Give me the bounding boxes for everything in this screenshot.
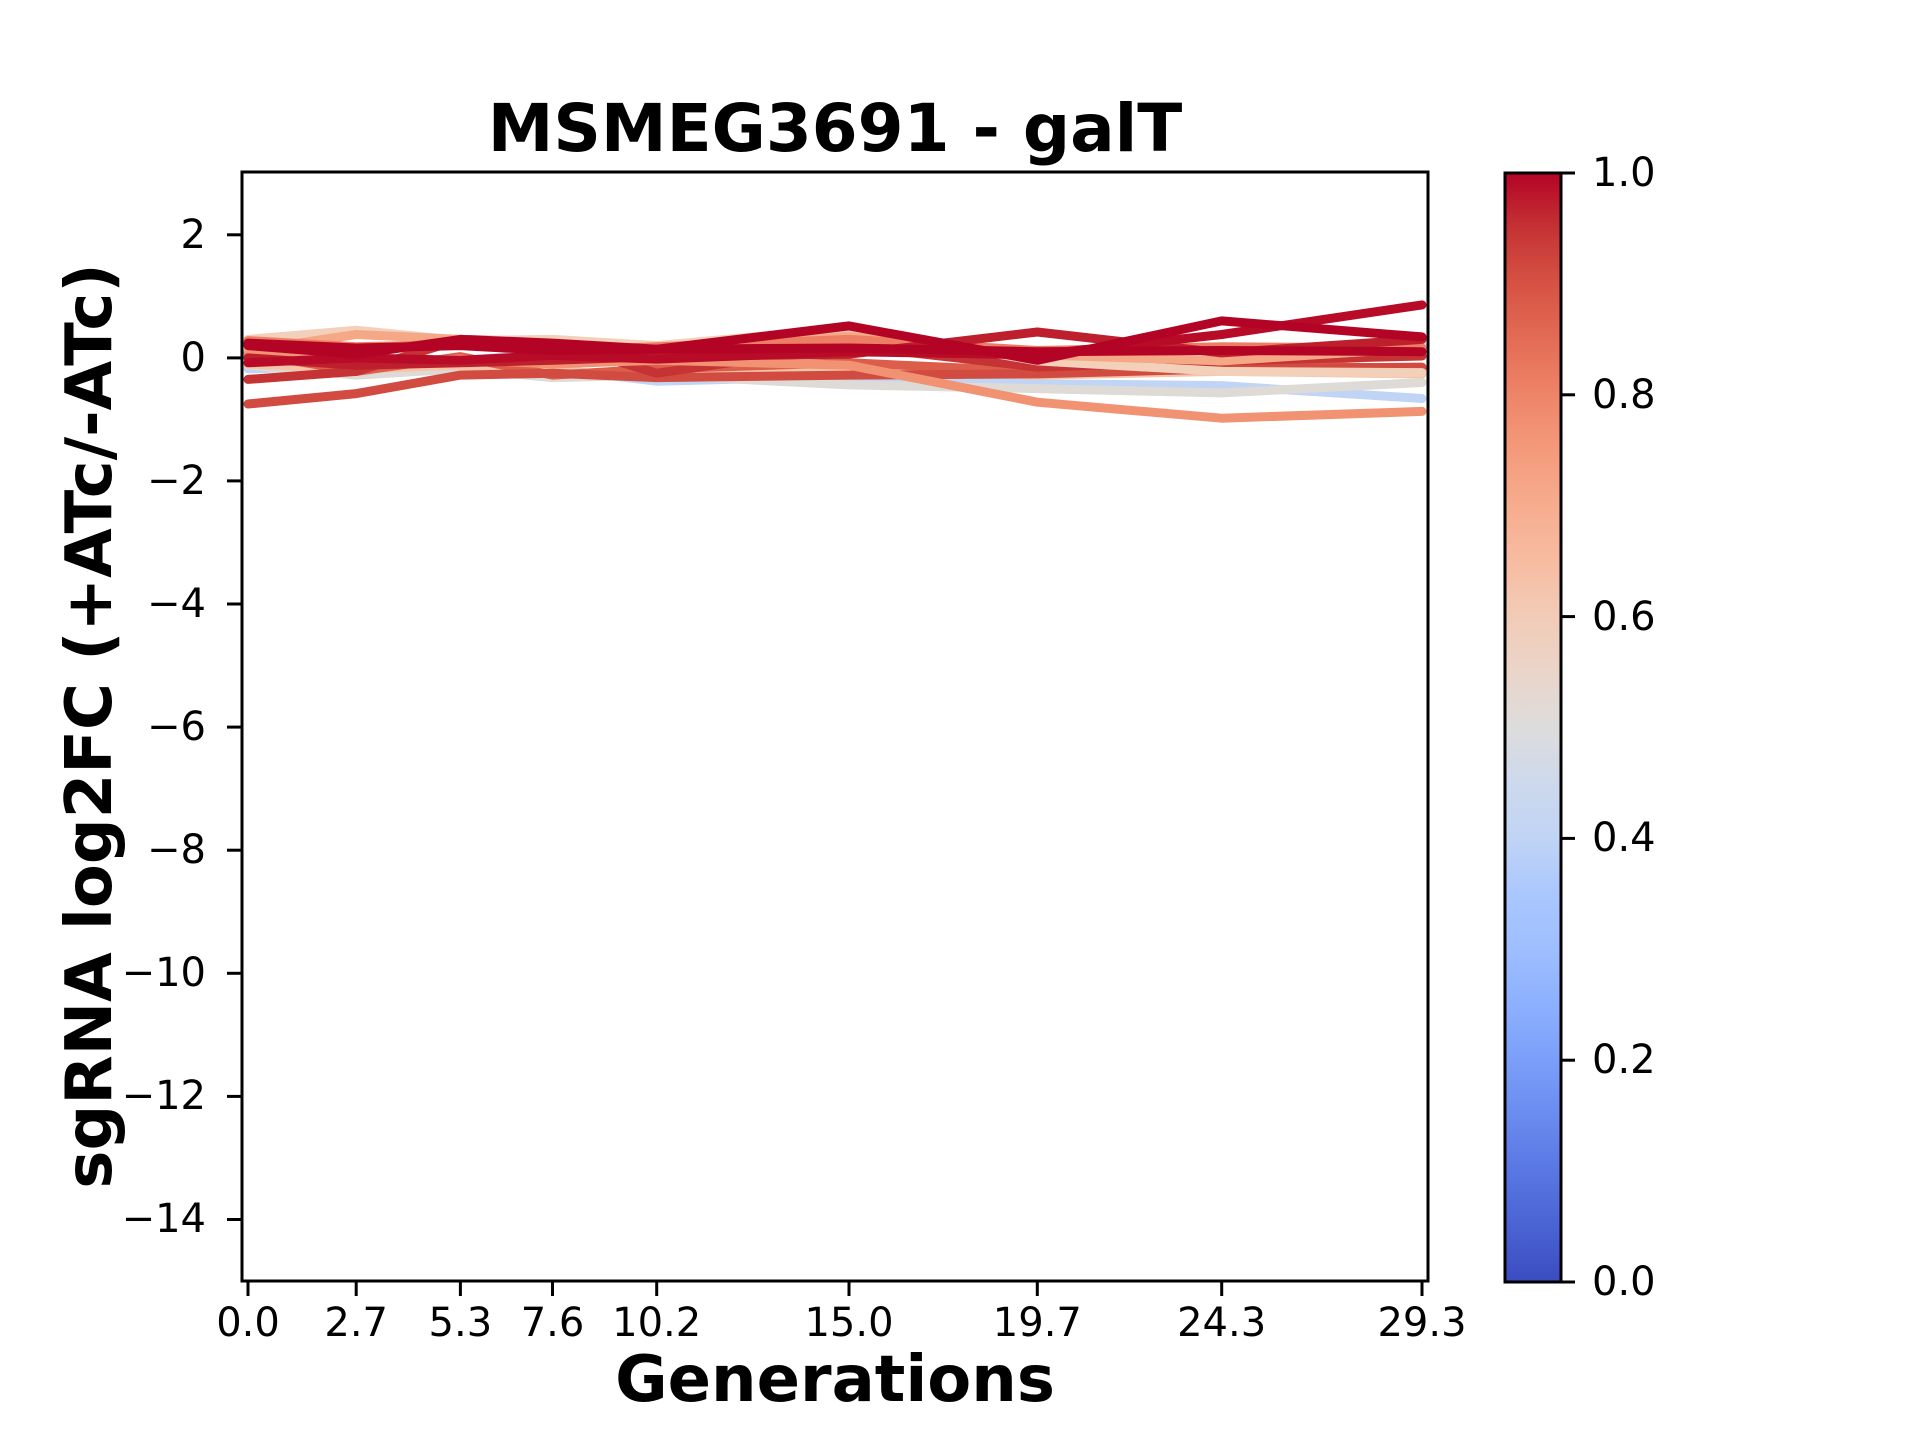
y-tick-label: −8 [147,827,206,874]
x-tick-label: 7.6 [520,1300,585,1346]
x-axis-label: Generations [615,1343,1055,1417]
colorbar-tick-label: 0.6 [1592,593,1656,640]
y-tick-label: −4 [147,581,206,628]
colorbar-tick-label: 0.4 [1592,815,1656,862]
x-tick-label: 0.0 [216,1300,280,1346]
series-line [243,316,1427,365]
axes-border [240,170,1430,1283]
colorbar-border [1503,171,1563,1284]
x-tick-label: 5.3 [428,1300,493,1346]
tick-group [227,233,1424,1296]
colorbar-tick-label: 0.8 [1592,371,1656,418]
colorbar-tick-label: 1.0 [1592,150,1656,196]
y-tick-label: 2 [180,211,206,258]
x-tick-label: 15.0 [804,1300,894,1346]
x-tick-label: 29.3 [1377,1300,1467,1346]
plot-title: MSMEG3691 - galT [487,90,1183,167]
y-tick-label: −10 [121,950,206,997]
y-tick-label: −14 [121,1196,206,1243]
series-line [243,300,1427,368]
colorbar-tick-label: 0.0 [1592,1259,1656,1305]
y-tick-label: −12 [121,1073,206,1120]
colorbar-tick-group [1561,171,1575,1284]
x-tick-label: 10.2 [612,1300,702,1346]
y-tick-label: 0 [180,334,206,381]
colorbar-gradient [1505,173,1561,1282]
series-group [243,300,1427,423]
x-tick-label: 19.7 [992,1300,1082,1346]
y-tick-label: −2 [147,457,206,504]
y-tick-label: −6 [147,704,206,751]
colorbar-tick-label: 0.2 [1592,1037,1656,1084]
x-tick-label: 24.3 [1177,1300,1267,1346]
x-tick-label: 2.7 [324,1300,388,1346]
